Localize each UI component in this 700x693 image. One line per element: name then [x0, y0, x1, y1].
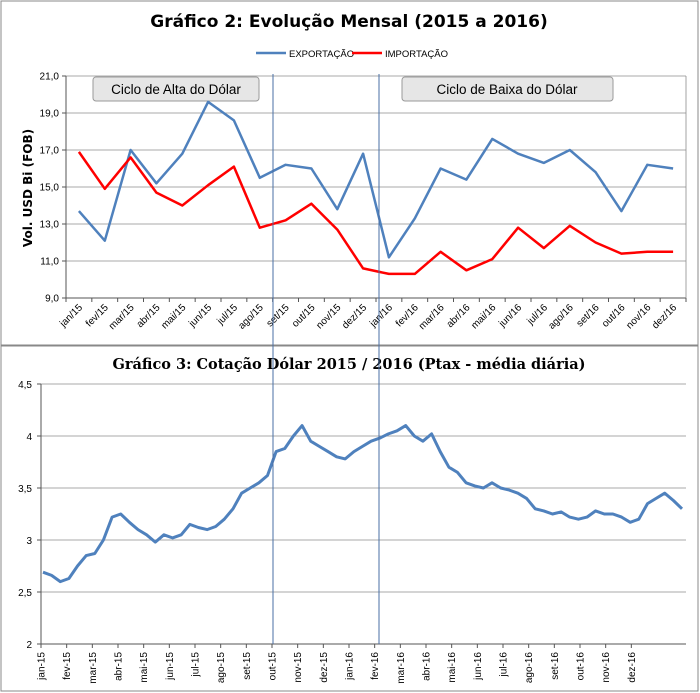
chart2-x-tick-label: set-15: [242, 652, 253, 680]
chart2-x-tick-label: set-16: [550, 652, 561, 680]
chart1-y-tick-label: 13,0: [40, 220, 60, 231]
chart2-x-tick-label: mai-15: [139, 652, 150, 683]
chart2-x-tick-label: out-15: [268, 652, 279, 681]
chart2-x-tick-label: mai-16: [447, 652, 458, 683]
chart1-title: Gráfico 2: Evolução Mensal (2015 a 2016): [150, 12, 547, 32]
annotation-ciclo-baixa-text: Ciclo de Baixa do Dólar: [436, 82, 578, 97]
chart2-x-tick-label: out-16: [576, 652, 587, 681]
chart2-x-tick-label: mar-16: [396, 652, 407, 684]
annotation-ciclo-baixa: Ciclo de Baixa do Dólar: [401, 76, 614, 102]
series-line-importacao: [77, 151, 674, 276]
legend-label-import: IMPORTAÇÃO: [385, 49, 448, 60]
chart1-y-tick-label: 17,0: [40, 146, 60, 157]
chart2-y-tick-label: 2: [26, 640, 32, 651]
annotation-ciclo-alta-box: [92, 76, 260, 102]
chart1-y-tick-label: 21,0: [40, 72, 60, 83]
chart2-x-tick-label: jan-15: [37, 652, 48, 681]
chart2-x-tick-label: dez-16: [627, 652, 638, 683]
chart2-y-tick-label: 2,5: [18, 588, 32, 599]
chart2-y-tick-label: 3: [26, 536, 32, 547]
chart2-x-tick-label: dez-15: [319, 652, 330, 683]
chart2-x-tick-label: nov-15: [293, 652, 304, 683]
chart2-x-tick-label: jul-15: [191, 652, 202, 678]
chart2-x-tick-label: mar-15: [88, 652, 99, 684]
chart1-y-tick-label: 19,0: [40, 109, 60, 120]
annotation-ciclo-baixa-box: [401, 76, 614, 102]
chart2-frame: [0, 345, 699, 692]
chart1-y-axis-label: Vol. USD Bi (FOB): [21, 129, 35, 247]
chart1-y-tick-label: 9,0: [45, 294, 59, 305]
chart2-x-tick-label: fev-16: [370, 652, 381, 680]
chart2-y-tick-label: 4,5: [18, 380, 32, 391]
chart1-legend: EXPORTAÇÃO IMPORTAÇÃO: [256, 49, 448, 60]
annotation-ciclo-alta: Ciclo de Alta do Dólar: [92, 76, 260, 102]
chart2-x-tick-label: jul-16: [499, 652, 510, 678]
chart2-x-tick-label: jan-16: [345, 652, 356, 681]
chart1-y-tick-label: 15,0: [40, 183, 60, 194]
legend-label-export: EXPORTAÇÃO: [289, 49, 354, 60]
chart2-y-tick-label: 3,5: [18, 484, 32, 495]
annotation-ciclo-alta-text: Ciclo de Alta do Dólar: [111, 82, 241, 97]
chart2-x-tick-label: abr-16: [422, 652, 433, 681]
chart2-x-tick-label: ago-15: [216, 652, 227, 684]
chart2-title: Gráfico 3: Cotação Dólar 2015 / 2016 (Pt…: [113, 356, 586, 373]
chart2-x-tick-label: nov-16: [601, 652, 612, 683]
chart2-x-tick-label: jun-15: [165, 652, 176, 681]
series-line-exportacao: [77, 100, 674, 259]
series-line-ptax: [42, 424, 684, 584]
chart2-y-tick-label: 4: [26, 432, 32, 443]
chart1-y-tick-label: 11,0: [40, 257, 59, 268]
chart2-x-tick-label: fev-15: [62, 652, 73, 680]
chart2-x-tick-label: ago-16: [524, 652, 535, 684]
chart2-x-tick-label: abr-15: [114, 652, 125, 681]
chart2-x-tick-label: jun-16: [473, 652, 484, 681]
